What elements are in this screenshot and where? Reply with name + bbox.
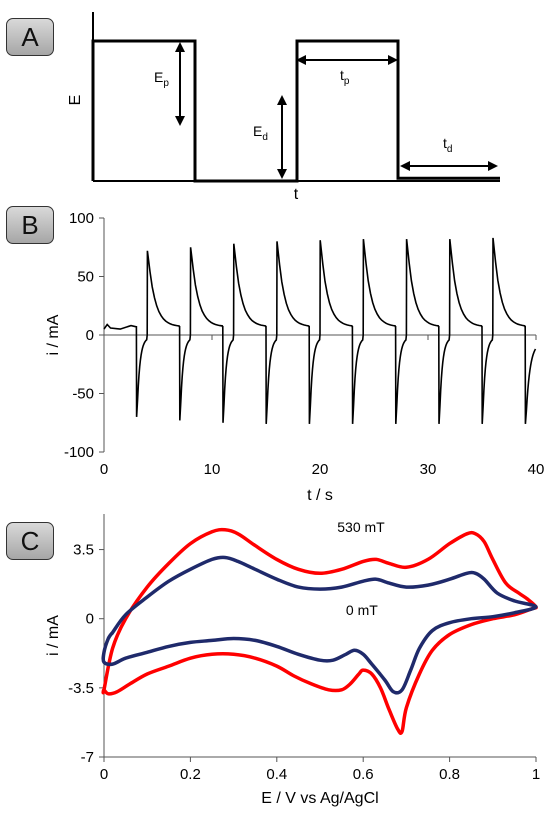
chart-b-current: 100 50 0 -50 -100 0 10 20 30 40 t / s i / mA bbox=[45, 210, 545, 504]
chart-b-ylabel: i / mA bbox=[45, 314, 62, 355]
chart-b-ytick-label: -50 bbox=[72, 386, 94, 403]
chart-c-ytick-label: -3.5 bbox=[68, 680, 94, 697]
chart-c-cv: 3.5 0 -3.5 -7 0 0.2 0.4 0.6 0.8 1 E / V vs Ag/AgCl… bbox=[45, 514, 540, 807]
chart-b-xlabel: t / s bbox=[307, 487, 333, 504]
ed-label: Ed bbox=[253, 123, 268, 143]
tp-label: tp bbox=[340, 67, 350, 87]
panel-b-badge: B bbox=[6, 206, 54, 244]
chart-b-current-series bbox=[103, 237, 537, 424]
ep-label: Ep bbox=[154, 69, 169, 89]
chart-b-ytick-label: 50 bbox=[77, 269, 94, 286]
td-arrowhead-left bbox=[400, 161, 410, 171]
panel-a-label: A bbox=[21, 21, 39, 52]
td-label: td bbox=[443, 135, 452, 155]
chart-b-xtick-label: 0 bbox=[100, 461, 108, 478]
chart-c-label-530mT: 530 mT bbox=[337, 519, 385, 535]
chart-a-ylabel: E bbox=[67, 95, 84, 106]
panel-b-label: B bbox=[21, 209, 39, 240]
chart-c-ytick-label: -7 bbox=[81, 749, 94, 766]
panel-c-label: C bbox=[20, 525, 40, 556]
chart-c-series-530mT bbox=[101, 527, 538, 735]
chart-b-xtick-label: 30 bbox=[420, 461, 437, 478]
chart-a-waveform: E t Ep Ed tp td bbox=[67, 12, 500, 203]
chart-c-xlabel: E / V vs Ag/AgCl bbox=[261, 790, 378, 807]
ep-arrowhead-down bbox=[175, 116, 185, 126]
chart-b-xtick-label: 20 bbox=[312, 461, 329, 478]
chart-c-ytick-label: 3.5 bbox=[73, 542, 94, 559]
chart-c-series-0mT bbox=[101, 555, 538, 695]
panel-a-badge: A bbox=[6, 18, 54, 56]
ed-arrowhead-down bbox=[277, 169, 287, 179]
chart-c-xtick-label: 1 bbox=[532, 766, 540, 783]
chart-c-ylabel: i / mA bbox=[45, 615, 62, 656]
td-arrowhead-right bbox=[488, 161, 498, 171]
chart-c-xtick-label: 0.6 bbox=[353, 766, 374, 783]
chart-b-xtick-label: 10 bbox=[204, 461, 221, 478]
chart-c-ytick-label: 0 bbox=[86, 611, 94, 628]
tp-arrowhead-right bbox=[388, 55, 398, 65]
chart-a-pulse-line bbox=[91, 39, 500, 183]
chart-c-xtick-label: 0.4 bbox=[266, 766, 287, 783]
ep-arrowhead-up bbox=[175, 42, 185, 52]
chart-a-xlabel: t bbox=[294, 186, 299, 203]
chart-b-ytick-label: 100 bbox=[69, 210, 94, 227]
chart-b-xtick-label: 40 bbox=[528, 461, 545, 478]
panel-c-badge: C bbox=[6, 522, 54, 560]
chart-b-ytick-label: -100 bbox=[64, 444, 94, 461]
ed-arrowhead-up bbox=[277, 95, 287, 105]
chart-c-xtick-label: 0.8 bbox=[439, 766, 460, 783]
chart-b-ytick-label: 0 bbox=[86, 327, 94, 344]
chart-c-xtick-label: 0.2 bbox=[180, 766, 201, 783]
chart-c-label-0mT: 0 mT bbox=[346, 602, 378, 618]
tp-arrowhead-left bbox=[296, 55, 306, 65]
chart-c-xtick-label: 0 bbox=[100, 766, 108, 783]
